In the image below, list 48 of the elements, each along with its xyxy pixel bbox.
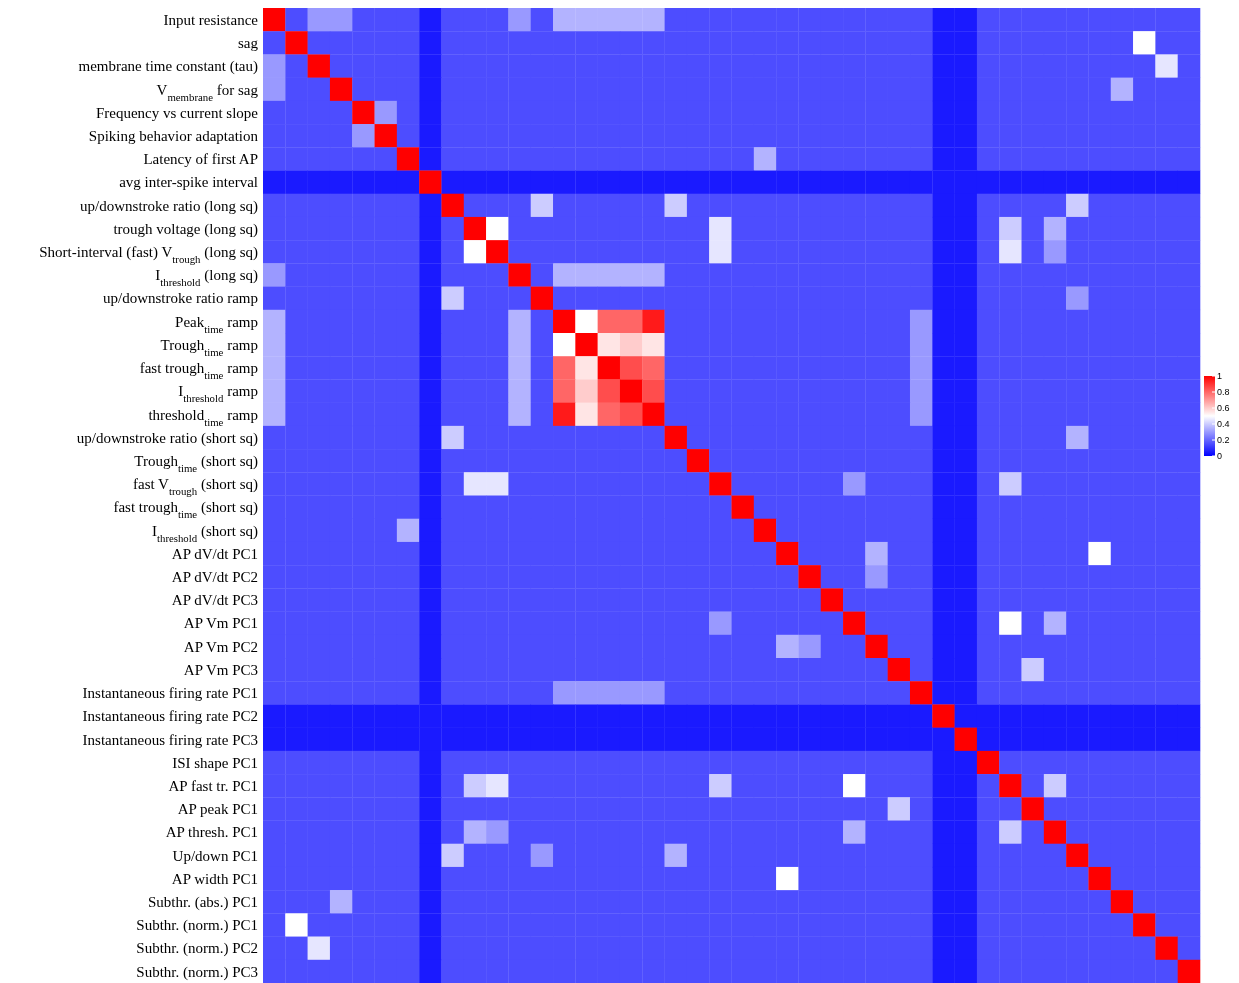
color-bar-label: 0.6 [1217,403,1230,414]
y-tick-label: avg inter-spike interval [119,174,258,191]
color-bar-label: 0.8 [1217,387,1230,398]
y-tick-label: trough voltage (long sq) [113,220,258,238]
y-tick-label: Instantaneous firing rate PC1 [82,685,258,702]
color-bar-label: 0 [1217,451,1223,462]
y-tick-label: AP fast tr. PC1 [168,777,258,794]
y-tick-label: V$_{membrane}$ for sag [156,81,259,103]
y-tick-label: Trough$_{time}$ (short sq) [134,452,258,474]
y-tick-label: AP thresh. PC1 [165,824,258,841]
y-tick-label: Instantaneous firing rate PC2 [82,708,258,725]
y-tick-label: Subthr. (norm.) PC1 [136,917,258,935]
color-bar-label: 0.4 [1217,419,1230,430]
y-tick-label: up/downstroke ratio (long sq) [80,197,258,215]
y-tick-label: AP Vm PC1 [183,615,258,632]
y-tick-label: Latency of first AP [143,151,258,168]
y-tick-label: Subthr. (norm.) PC2 [136,940,258,958]
y-tick-label: up/downstroke ratio ramp [103,290,258,307]
y-tick-label: up/downstroke ratio (short sq) [76,429,258,447]
y-tick-label: Trough$_{time}$ ramp [160,336,258,358]
y-tick-label: Frequency vs current slope [95,104,259,121]
color-bar-label: 1 [1217,371,1223,382]
y-tick-label: Subthr. (norm.) PC3 [136,963,258,981]
y-tick-label: AP width PC1 [171,870,258,887]
y-tick-label: fast trough$_{time}$ (short sq) [113,499,258,521]
y-tick-label: fast V$_{trough}$ (short sq) [132,476,258,498]
y-tick-label: Input resistance [163,11,259,28]
y-tick-label: I$_{threshold}$ ramp [178,383,258,405]
y-tick-label: AP dV/dt PC3 [171,592,258,609]
y-tick-label: Instantaneous firing rate PC3 [82,731,258,748]
y-tick-label: threshold$_{time}$ ramp [148,406,258,428]
y-tick-label: I$_{threshold}$ (long sq) [155,267,258,289]
y-tick-label: AP Vm PC3 [183,661,258,678]
y-tick-label: I$_{threshold}$ (short sq) [151,522,258,544]
y-tick-label: fast trough$_{time}$ ramp [139,360,258,382]
y-tick-label: membrane time constant (tau) [78,58,258,76]
y-tick-label: sag [238,35,259,52]
y-tick-label: AP Vm PC2 [183,638,258,655]
color-bar-label: 0.2 [1217,435,1230,446]
y-tick-label: Up/down PC1 [172,847,258,864]
y-tick-label: AP peak PC1 [177,801,258,818]
y-tick-label: Peak$_{time}$ ramp [175,313,258,335]
y-tick-label: AP dV/dt PC1 [171,545,258,562]
y-tick-label: Spiking behavior adaptation [88,127,259,144]
y-tick-label: AP dV/dt PC2 [171,569,258,585]
y-tick-label: ISI shape PC1 [172,754,258,771]
y-tick-label: Short-interval (fast) V$_{trough}$ (long sq) [39,244,258,265]
y-tick-label: Subthr. (abs.) PC1 [147,894,258,911]
